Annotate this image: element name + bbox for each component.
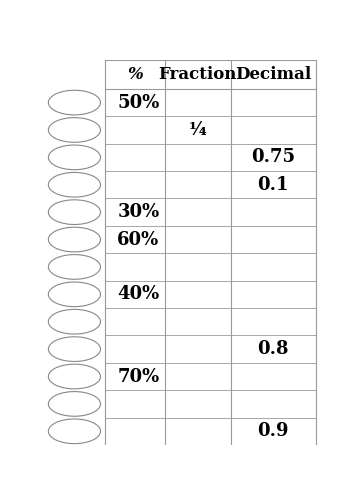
Ellipse shape bbox=[48, 118, 101, 142]
Ellipse shape bbox=[48, 200, 101, 224]
Text: 50%: 50% bbox=[117, 94, 159, 112]
Ellipse shape bbox=[48, 282, 101, 306]
Text: 40%: 40% bbox=[117, 286, 159, 304]
Text: ¹⁄₄: ¹⁄₄ bbox=[189, 121, 207, 139]
Ellipse shape bbox=[48, 392, 101, 416]
Ellipse shape bbox=[48, 337, 101, 361]
Text: Fraction: Fraction bbox=[159, 66, 237, 83]
Text: 0.8: 0.8 bbox=[258, 340, 289, 358]
Ellipse shape bbox=[48, 172, 101, 197]
Text: 70%: 70% bbox=[117, 368, 159, 386]
Ellipse shape bbox=[48, 310, 101, 334]
Text: %: % bbox=[127, 66, 143, 83]
Ellipse shape bbox=[48, 364, 101, 389]
Ellipse shape bbox=[48, 419, 101, 444]
Ellipse shape bbox=[48, 227, 101, 252]
Ellipse shape bbox=[48, 254, 101, 280]
Ellipse shape bbox=[48, 145, 101, 170]
Text: 30%: 30% bbox=[117, 203, 159, 221]
Text: 0.75: 0.75 bbox=[251, 148, 295, 166]
Ellipse shape bbox=[48, 90, 101, 115]
Text: 0.9: 0.9 bbox=[258, 422, 289, 440]
Text: 60%: 60% bbox=[117, 230, 159, 248]
Text: Decimal: Decimal bbox=[235, 66, 312, 83]
Text: 0.1: 0.1 bbox=[258, 176, 289, 194]
